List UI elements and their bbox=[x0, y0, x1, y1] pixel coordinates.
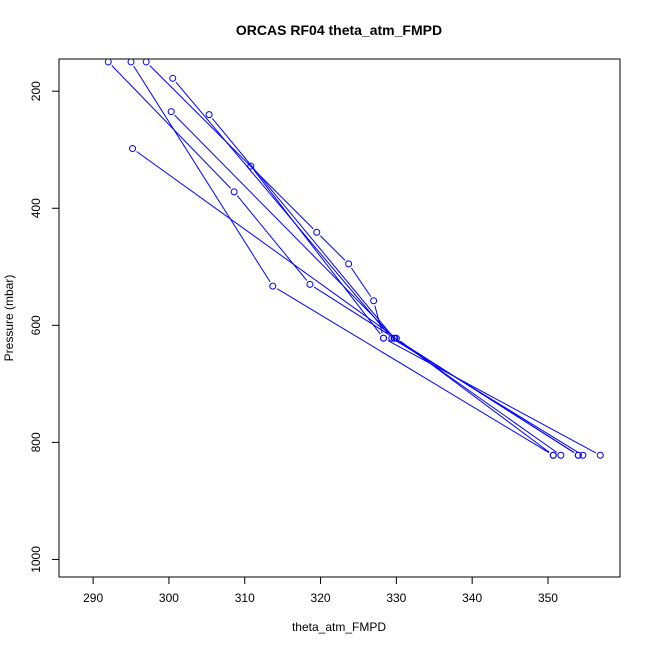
data-point bbox=[379, 334, 387, 342]
y-axis-label: Pressure (mbar) bbox=[2, 275, 16, 362]
y-tick-label: 1000 bbox=[29, 546, 43, 573]
data-point bbox=[127, 59, 135, 66]
x-tick-label: 300 bbox=[159, 591, 179, 605]
series-segment bbox=[149, 65, 314, 230]
data-point bbox=[579, 451, 587, 459]
series-segment bbox=[350, 267, 372, 297]
series-segment bbox=[276, 288, 550, 454]
data-point bbox=[167, 108, 175, 116]
x-tick-label: 340 bbox=[462, 591, 482, 605]
data-point bbox=[205, 111, 213, 119]
series-4 bbox=[169, 74, 587, 459]
series-segment bbox=[136, 151, 393, 336]
chart-title: ORCAS RF04 theta_atm_FMPD bbox=[236, 22, 442, 38]
series-segment bbox=[319, 235, 346, 261]
series-segment bbox=[387, 340, 597, 454]
data-point bbox=[104, 59, 112, 66]
series-segment bbox=[313, 286, 575, 453]
series-layer bbox=[104, 59, 604, 459]
series-segment bbox=[211, 118, 392, 335]
x-axis: 290 300 310 320 330 340 350 bbox=[83, 577, 558, 605]
series-8 bbox=[142, 59, 387, 342]
x-tick-label: 290 bbox=[83, 591, 103, 605]
plot-frame bbox=[58, 58, 621, 578]
data-point bbox=[370, 297, 378, 305]
x-axis-label: theta_atm_FMPD bbox=[292, 620, 386, 634]
data-point bbox=[345, 260, 353, 268]
y-tick-label: 400 bbox=[29, 198, 43, 218]
series-segment bbox=[398, 340, 558, 453]
x-tick-label: 350 bbox=[538, 591, 558, 605]
series-segment bbox=[374, 305, 383, 334]
series-2 bbox=[167, 108, 565, 459]
series-segment bbox=[253, 169, 381, 335]
data-point bbox=[313, 228, 321, 236]
series-7 bbox=[104, 59, 582, 459]
x-tick-label: 310 bbox=[235, 591, 255, 605]
data-point bbox=[247, 162, 255, 170]
data-point bbox=[306, 280, 314, 288]
series-segment bbox=[174, 114, 392, 335]
series-segment bbox=[236, 195, 308, 281]
series-segment bbox=[175, 81, 389, 335]
y-tick-label: 800 bbox=[29, 432, 43, 452]
x-tick-label: 320 bbox=[311, 591, 331, 605]
data-point bbox=[129, 145, 137, 153]
data-point bbox=[557, 451, 565, 459]
y-axis: 200 400 600 800 1000 bbox=[29, 81, 59, 573]
data-point bbox=[596, 451, 604, 459]
data-point bbox=[230, 188, 238, 196]
series-segment bbox=[111, 65, 232, 189]
series-6 bbox=[127, 59, 557, 459]
data-point bbox=[390, 334, 398, 342]
y-tick-label: 200 bbox=[29, 81, 43, 101]
data-point bbox=[169, 74, 177, 82]
data-point bbox=[142, 59, 150, 66]
data-point bbox=[549, 451, 557, 459]
x-tick-label: 330 bbox=[386, 591, 406, 605]
series-segment bbox=[133, 65, 271, 283]
data-point bbox=[574, 451, 582, 459]
y-tick-label: 600 bbox=[29, 315, 43, 335]
data-point bbox=[269, 282, 277, 290]
series-segment bbox=[395, 340, 579, 454]
